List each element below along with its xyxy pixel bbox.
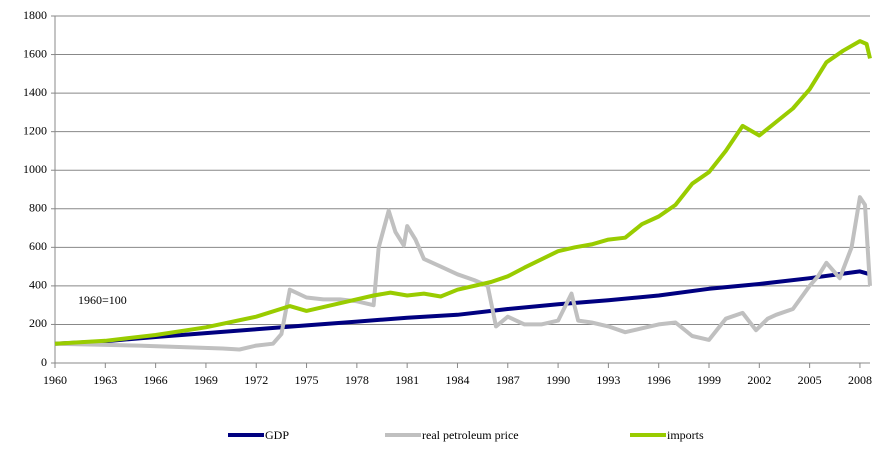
x-tick-label: 2005 (798, 373, 822, 387)
x-tick-label: 1978 (345, 373, 369, 387)
x-tick-label: 1960 (43, 373, 67, 387)
x-tick-label: 2002 (747, 373, 771, 387)
x-tick-label: 1990 (546, 373, 570, 387)
y-tick-label: 1400 (23, 85, 47, 99)
x-tick-label: 1993 (596, 373, 620, 387)
x-tick-label: 1999 (697, 373, 721, 387)
y-tick-label: 1800 (23, 8, 47, 22)
x-tick-label: 1975 (295, 373, 319, 387)
x-tick-label: 1972 (244, 373, 268, 387)
series-line (54, 39, 872, 346)
x-tick-label: 2008 (848, 373, 872, 387)
x-tick-label: 1981 (395, 373, 419, 387)
y-tick-label: 600 (29, 239, 47, 253)
annotation: 1960=100 (78, 293, 127, 307)
y-tick-label: 800 (29, 201, 47, 215)
x-tick-label: 1969 (194, 373, 218, 387)
y-tick-label: 1200 (23, 123, 47, 137)
x-tick-label: 1966 (144, 373, 168, 387)
y-tick-label: 1600 (23, 46, 47, 60)
y-tick-label: 0 (41, 355, 47, 369)
series-line (54, 269, 871, 346)
y-tick-label: 1000 (23, 162, 47, 176)
y-tick-label: 200 (29, 316, 47, 330)
y-tick-label: 400 (29, 278, 47, 292)
x-tick-label: 1963 (93, 373, 117, 387)
legend-label: real petroleum price (422, 428, 519, 442)
x-tick-label: 1984 (445, 373, 469, 387)
x-tick-label: 1996 (647, 373, 671, 387)
x-tick-label: 1987 (496, 373, 520, 387)
series-line (54, 195, 872, 352)
legend-label: GDP (265, 428, 289, 442)
legend-label: imports (667, 428, 704, 442)
